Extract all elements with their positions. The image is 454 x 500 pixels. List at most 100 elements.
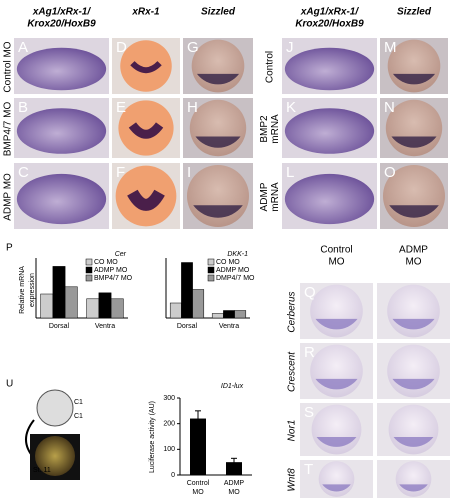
bar bbox=[110, 298, 124, 319]
embryo bbox=[318, 461, 355, 497]
panel-letter: M bbox=[384, 39, 397, 56]
stain bbox=[393, 436, 434, 447]
photo bbox=[14, 163, 109, 229]
bar bbox=[86, 298, 100, 319]
embryo bbox=[118, 100, 174, 156]
embryo bbox=[388, 404, 439, 455]
row-label: Control MO bbox=[3, 41, 14, 92]
x-tick-label: Control bbox=[187, 480, 210, 487]
column-header: MO bbox=[328, 257, 344, 268]
image-label: C1 bbox=[74, 399, 83, 406]
bar bbox=[98, 292, 112, 319]
stain bbox=[128, 122, 164, 139]
column-header: xRx-1 bbox=[131, 7, 160, 18]
x-tick-label: Dorsal bbox=[49, 323, 70, 330]
y-tick-label: 200 bbox=[163, 421, 175, 428]
photo bbox=[380, 98, 448, 158]
row-label: Wnt8 bbox=[287, 468, 298, 492]
legend-swatch bbox=[207, 266, 215, 274]
column-header: MO bbox=[405, 257, 421, 268]
embryo bbox=[191, 39, 245, 93]
row-label: mRNA bbox=[270, 114, 281, 144]
column-header: Krox20/HoxB9 bbox=[27, 19, 96, 30]
panel-letter: J bbox=[286, 39, 294, 56]
embryo bbox=[387, 284, 440, 338]
row-label: Cerberus bbox=[287, 291, 298, 332]
legend-swatch bbox=[85, 266, 93, 274]
bar bbox=[52, 266, 66, 319]
panel-letter: F bbox=[116, 164, 125, 181]
bar bbox=[226, 462, 242, 475]
stain bbox=[391, 136, 437, 148]
x-tick-label: Ventra bbox=[219, 323, 239, 330]
x-tick-label: MO bbox=[228, 489, 240, 496]
x-tick-label: ADMP bbox=[224, 480, 245, 487]
embryo bbox=[16, 173, 107, 225]
legend-swatch bbox=[207, 258, 215, 266]
row-label: ADMP MO bbox=[3, 173, 14, 221]
embryo bbox=[35, 436, 75, 476]
column-header: Sizzled bbox=[201, 7, 236, 18]
embryo bbox=[311, 404, 362, 455]
chart-title: ID1-lux bbox=[221, 383, 244, 390]
stain bbox=[315, 318, 358, 330]
column-header: xAg1/xRx-1/ bbox=[300, 7, 359, 18]
photo bbox=[380, 38, 448, 94]
bar bbox=[192, 289, 205, 319]
photo bbox=[14, 38, 109, 94]
column-header: Sizzled bbox=[397, 7, 432, 18]
bar bbox=[40, 293, 54, 319]
stain bbox=[322, 484, 351, 492]
embryo bbox=[284, 108, 375, 154]
x-tick-label: MO bbox=[192, 489, 204, 496]
panel-letter: E bbox=[116, 99, 126, 116]
stain bbox=[392, 73, 436, 85]
row-label: mRNA bbox=[270, 182, 281, 212]
bar bbox=[181, 262, 193, 319]
panel-letter: A bbox=[18, 39, 28, 56]
panel-letter: I bbox=[187, 164, 191, 181]
chart-title: DKK-1 bbox=[227, 251, 248, 258]
bar bbox=[169, 302, 182, 319]
stain bbox=[315, 378, 358, 390]
legend-label: ADMP MO bbox=[94, 267, 128, 274]
photo bbox=[300, 343, 373, 399]
column-header: Krox20/HoxB9 bbox=[295, 19, 364, 30]
photo bbox=[377, 343, 450, 399]
stain bbox=[399, 484, 428, 492]
image-label: C1 bbox=[74, 413, 83, 420]
stain bbox=[196, 73, 240, 85]
column-header: xAg1/xRx-1/ bbox=[32, 7, 91, 18]
row-label: ADMP bbox=[259, 182, 270, 211]
stain bbox=[316, 436, 357, 447]
x-tick-label: Ventra bbox=[95, 323, 115, 330]
legend-label: BMP4/7 MO bbox=[94, 275, 133, 282]
photo bbox=[14, 98, 109, 158]
photo bbox=[377, 283, 450, 339]
photo bbox=[300, 403, 373, 456]
legend-label: ADMP MO bbox=[216, 267, 250, 274]
bar bbox=[64, 286, 78, 319]
embryo bbox=[186, 164, 250, 228]
photo bbox=[112, 98, 180, 158]
embryo-diagram bbox=[36, 389, 74, 427]
panel-letter: S bbox=[304, 404, 314, 421]
photo bbox=[112, 163, 180, 229]
stain bbox=[193, 205, 243, 218]
y-axis-label: Relative mRNA bbox=[19, 266, 26, 314]
legend-swatch bbox=[85, 274, 93, 282]
legend-label: DMP4/7 MO bbox=[216, 275, 255, 282]
panel-letter: O bbox=[384, 164, 396, 181]
panel-letter: B bbox=[18, 99, 28, 116]
legend-swatch bbox=[207, 274, 215, 282]
row-label: Nor1 bbox=[287, 420, 298, 442]
embryo bbox=[115, 165, 177, 227]
embryo bbox=[120, 40, 172, 92]
image-label: St. 11 bbox=[33, 467, 51, 474]
photo bbox=[282, 38, 377, 94]
embryo bbox=[284, 173, 375, 225]
stain bbox=[392, 318, 435, 330]
panel-letter: L bbox=[286, 164, 294, 181]
panel-letter: C bbox=[18, 164, 29, 181]
photo bbox=[112, 38, 180, 94]
